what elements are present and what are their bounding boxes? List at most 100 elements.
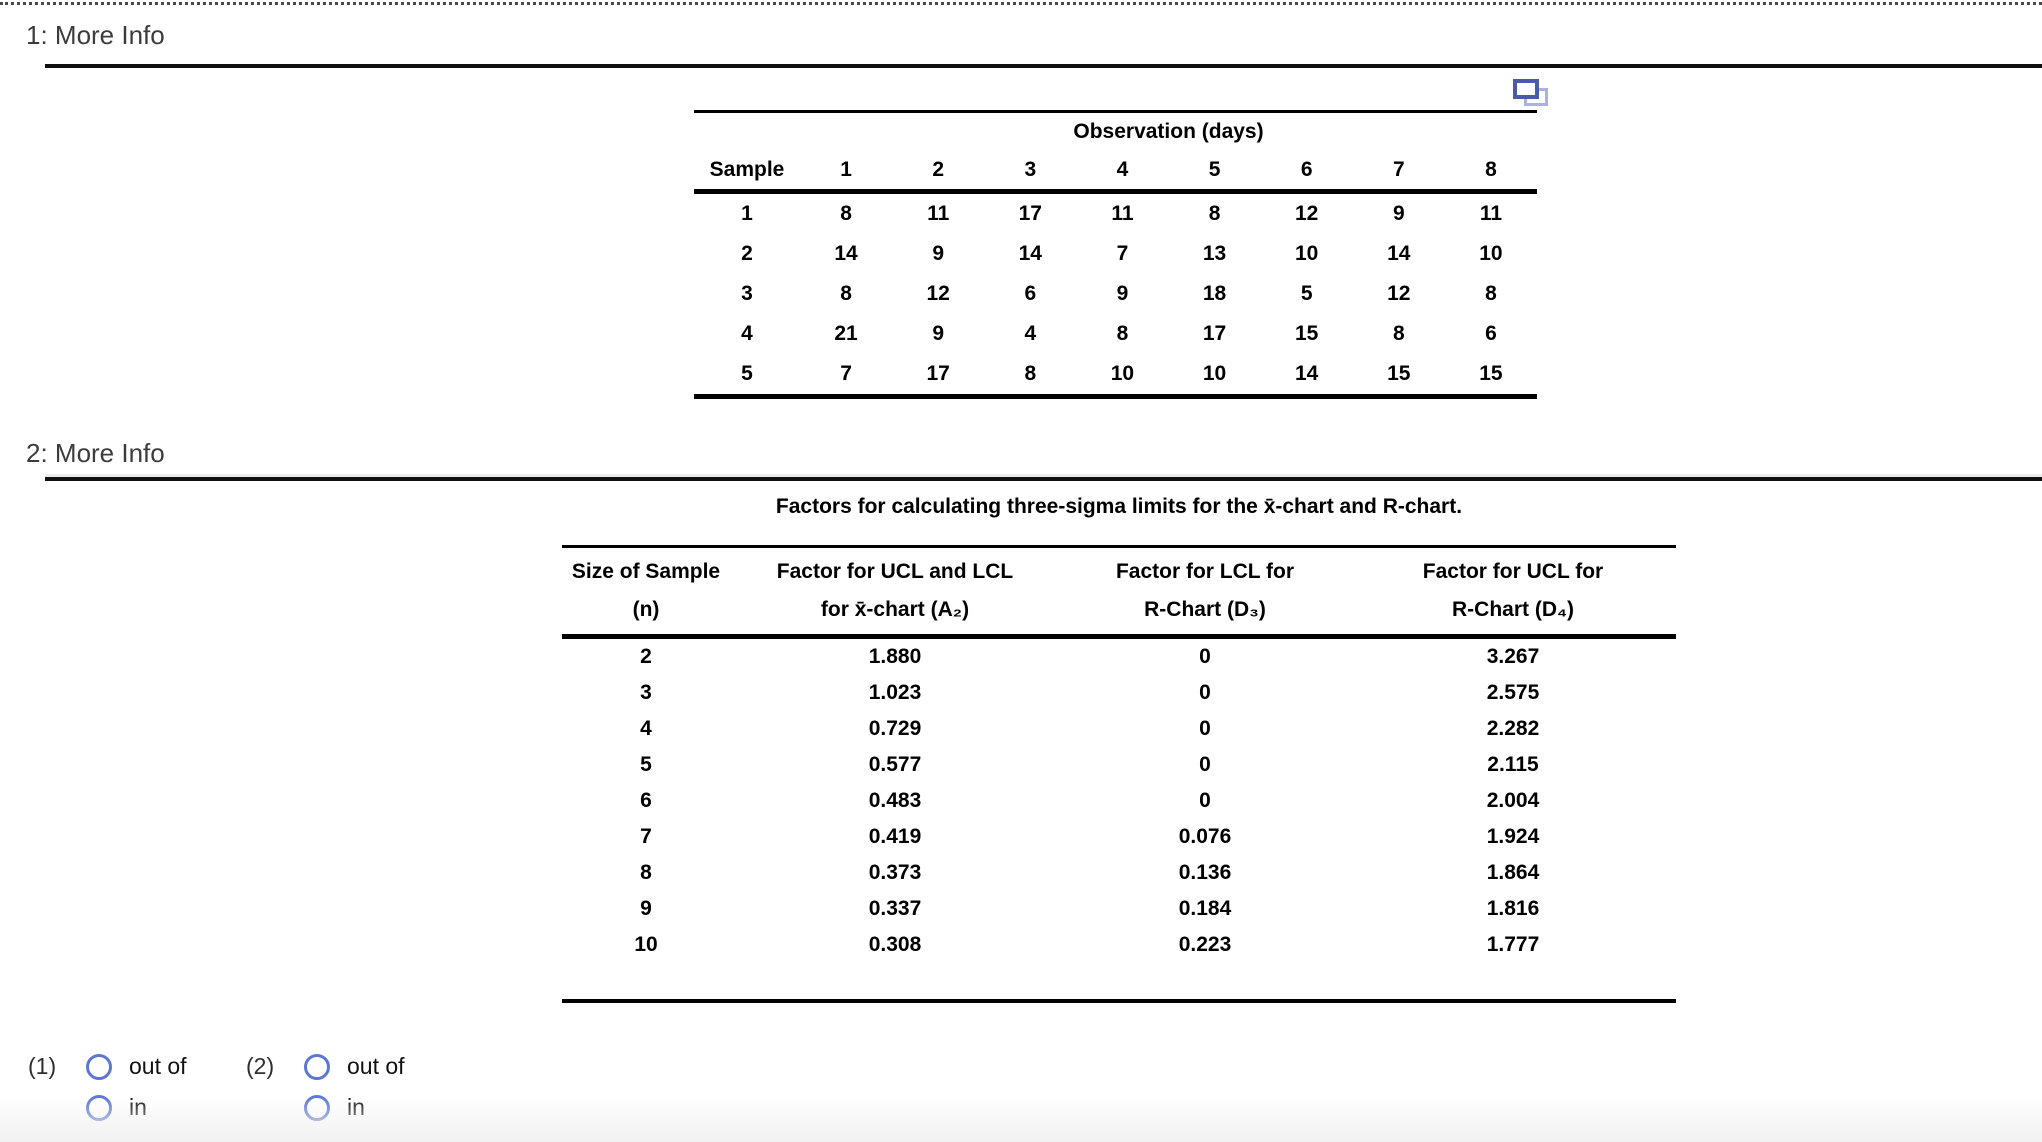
overlapping-windows-icon [1513,79,1548,106]
col-header-line: Factor for UCL and LCL [776,560,1014,583]
radio-group2-out-of[interactable] [304,1053,330,1080]
value-cell: 8 [1392,322,1405,345]
table-row: 5 7 17 8 10 10 14 15 15 [694,354,1537,394]
value-cell: 6 [1024,282,1037,305]
factors-table-title: Factors for calculating three-sigma limi… [775,495,1463,518]
value-cell: 15 [1295,322,1319,345]
value-cell: 14 [1295,362,1319,385]
col-header-line: for x̄-chart (A₂) [820,598,970,621]
value-cell: 10 [1479,242,1503,265]
observation-table-span-header-row: Observation (days) [694,113,1537,151]
value-cell: 17 [926,362,950,385]
table-row: 3 8 12 6 9 18 5 12 8 [694,274,1537,314]
answer-row: (1) out of [28,1046,187,1087]
day-column-header: 6 [1300,158,1313,181]
col-header-d4: Factor for UCL for R-Chart (D₄) [1350,553,1676,629]
sample-cell: 3 [741,282,753,305]
value-cell: 9 [1392,202,1405,225]
n-cell: 8 [640,861,652,884]
sample-column-header: Sample [709,158,785,181]
value-cell: 8 [840,282,852,305]
value-cell: 17 [1018,202,1042,225]
d3-cell: 0 [1199,645,1211,668]
value-cell: 10 [1295,242,1319,265]
value-cell: 14 [834,242,858,265]
value-cell: 21 [834,322,858,345]
value-cell: 7 [1116,242,1129,265]
value-cell: 18 [1202,282,1227,305]
factors-table-header-row: Size of Sample (n) Factor for UCL and LC… [562,548,1676,639]
table-row: 4 0.729 0 2.282 [562,711,1676,747]
d3-cell: 0 [1199,717,1211,740]
a2-cell: 0.373 [868,861,922,884]
value-cell: 11 [1111,202,1134,225]
value-cell: 5 [1300,282,1313,305]
n-cell: 3 [640,681,652,704]
table-row: 8 0.373 0.136 1.864 [562,855,1676,891]
col-header-line: (n) [632,598,660,621]
value-cell: 8 [1485,282,1497,305]
radio-label[interactable]: out of [347,1053,405,1079]
value-cell: 10 [1202,362,1227,385]
day-column-header: 1 [840,158,852,181]
popout-window-icon[interactable] [1512,78,1550,110]
table-row: 10 0.308 0.223 1.777 [562,927,1676,963]
col-header-sample-size: Size of Sample (n) [562,553,730,629]
value-cell: 14 [1018,242,1042,265]
value-cell: 10 [1110,362,1135,385]
observation-days-header: Observation (days) [1073,120,1264,143]
top-dotted-border [0,2,2042,5]
col-header-a2: Factor for UCL and LCL for x̄-chart (A₂) [730,553,1060,629]
a2-cell: 0.729 [868,717,922,740]
value-cell: 6 [1485,322,1497,345]
d3-cell: 0 [1199,789,1211,812]
table-row: 2 1.880 0 3.267 [562,639,1676,675]
a2-cell: 0.577 [868,753,922,776]
answer-group-1-prefix: (1) [28,1053,57,1079]
value-cell: 8 [1116,322,1129,345]
table-row: 4 21 9 4 8 17 15 8 6 [694,314,1537,354]
d3-cell: 0 [1199,681,1211,704]
value-cell: 11 [1479,202,1503,225]
answer-row: (2) out of [246,1046,405,1087]
value-cell: 12 [1295,202,1319,225]
value-cell: 15 [1479,362,1503,385]
value-cell: 9 [1116,282,1129,305]
d4-cell: 1.816 [1486,897,1540,920]
value-cell: 14 [1387,242,1411,265]
d4-cell: 3.267 [1486,645,1540,668]
value-cell: 8 [1024,362,1037,385]
col-header-d3: Factor for LCL for R-Chart (D₃) [1060,553,1350,629]
day-column-header: 2 [932,158,945,181]
d4-cell: 2.282 [1486,717,1540,740]
n-cell: 10 [634,933,658,956]
value-cell: 15 [1387,362,1411,385]
value-cell: 8 [1208,202,1221,225]
radio-label[interactable]: out of [129,1053,187,1079]
d3-cell: 0.184 [1178,897,1232,920]
table-row: 2 14 9 14 7 13 10 14 10 [694,234,1537,274]
n-cell: 9 [640,897,652,920]
col-header-line: Factor for UCL for [1422,560,1604,583]
value-cell: 13 [1202,242,1227,265]
n-cell: 2 [640,645,652,668]
day-column-header: 7 [1392,158,1405,181]
table-row: 9 0.337 0.184 1.816 [562,891,1676,927]
observation-table-header-row: Sample 1 2 3 4 5 6 7 8 [694,151,1537,194]
sample-cell: 1 [741,202,753,225]
value-cell: 7 [840,362,852,385]
section-1-rule [45,64,2042,68]
col-header-line: R-Chart (D₃) [1144,598,1266,621]
table-row: 6 0.483 0 2.004 [562,783,1676,819]
d4-cell: 2.115 [1487,753,1539,776]
section-2-title: 2: More Info [26,438,165,468]
table-row: 5 0.577 0 2.115 [562,747,1676,783]
d3-cell: 0.223 [1178,933,1232,956]
n-cell: 6 [640,789,652,812]
radio-group1-out-of[interactable] [86,1053,112,1080]
d4-cell: 2.575 [1486,681,1540,704]
d4-cell: 1.924 [1486,825,1540,848]
factors-table: Size of Sample (n) Factor for UCL and LC… [562,545,1676,1003]
value-cell: 12 [1387,282,1411,305]
value-cell: 17 [1202,322,1227,345]
